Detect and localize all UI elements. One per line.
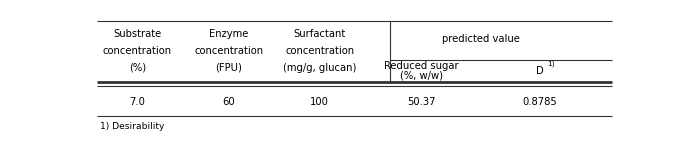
Text: predicted value: predicted value — [441, 34, 520, 44]
Text: (mg/g, glucan): (mg/g, glucan) — [283, 62, 356, 73]
Text: 1) Desirability: 1) Desirability — [100, 121, 164, 131]
Text: Reduced sugar: Reduced sugar — [384, 61, 459, 71]
Text: (FPU): (FPU) — [215, 62, 242, 73]
Text: 50.37: 50.37 — [408, 97, 436, 107]
Text: Substrate: Substrate — [113, 29, 161, 39]
Text: (%): (%) — [129, 62, 146, 73]
Text: D: D — [536, 66, 543, 76]
Text: concentration: concentration — [194, 46, 263, 56]
Text: 100: 100 — [310, 97, 329, 107]
Text: Enzyme: Enzyme — [209, 29, 248, 39]
Text: 7.0: 7.0 — [129, 97, 145, 107]
Text: Surfactant: Surfactant — [293, 29, 346, 39]
Text: 60: 60 — [222, 97, 235, 107]
Text: (%, w/w): (%, w/w) — [400, 70, 443, 80]
Text: concentration: concentration — [285, 46, 354, 56]
Text: 1): 1) — [547, 60, 556, 67]
Text: 0.8785: 0.8785 — [522, 97, 557, 107]
Text: concentration: concentration — [103, 46, 172, 56]
